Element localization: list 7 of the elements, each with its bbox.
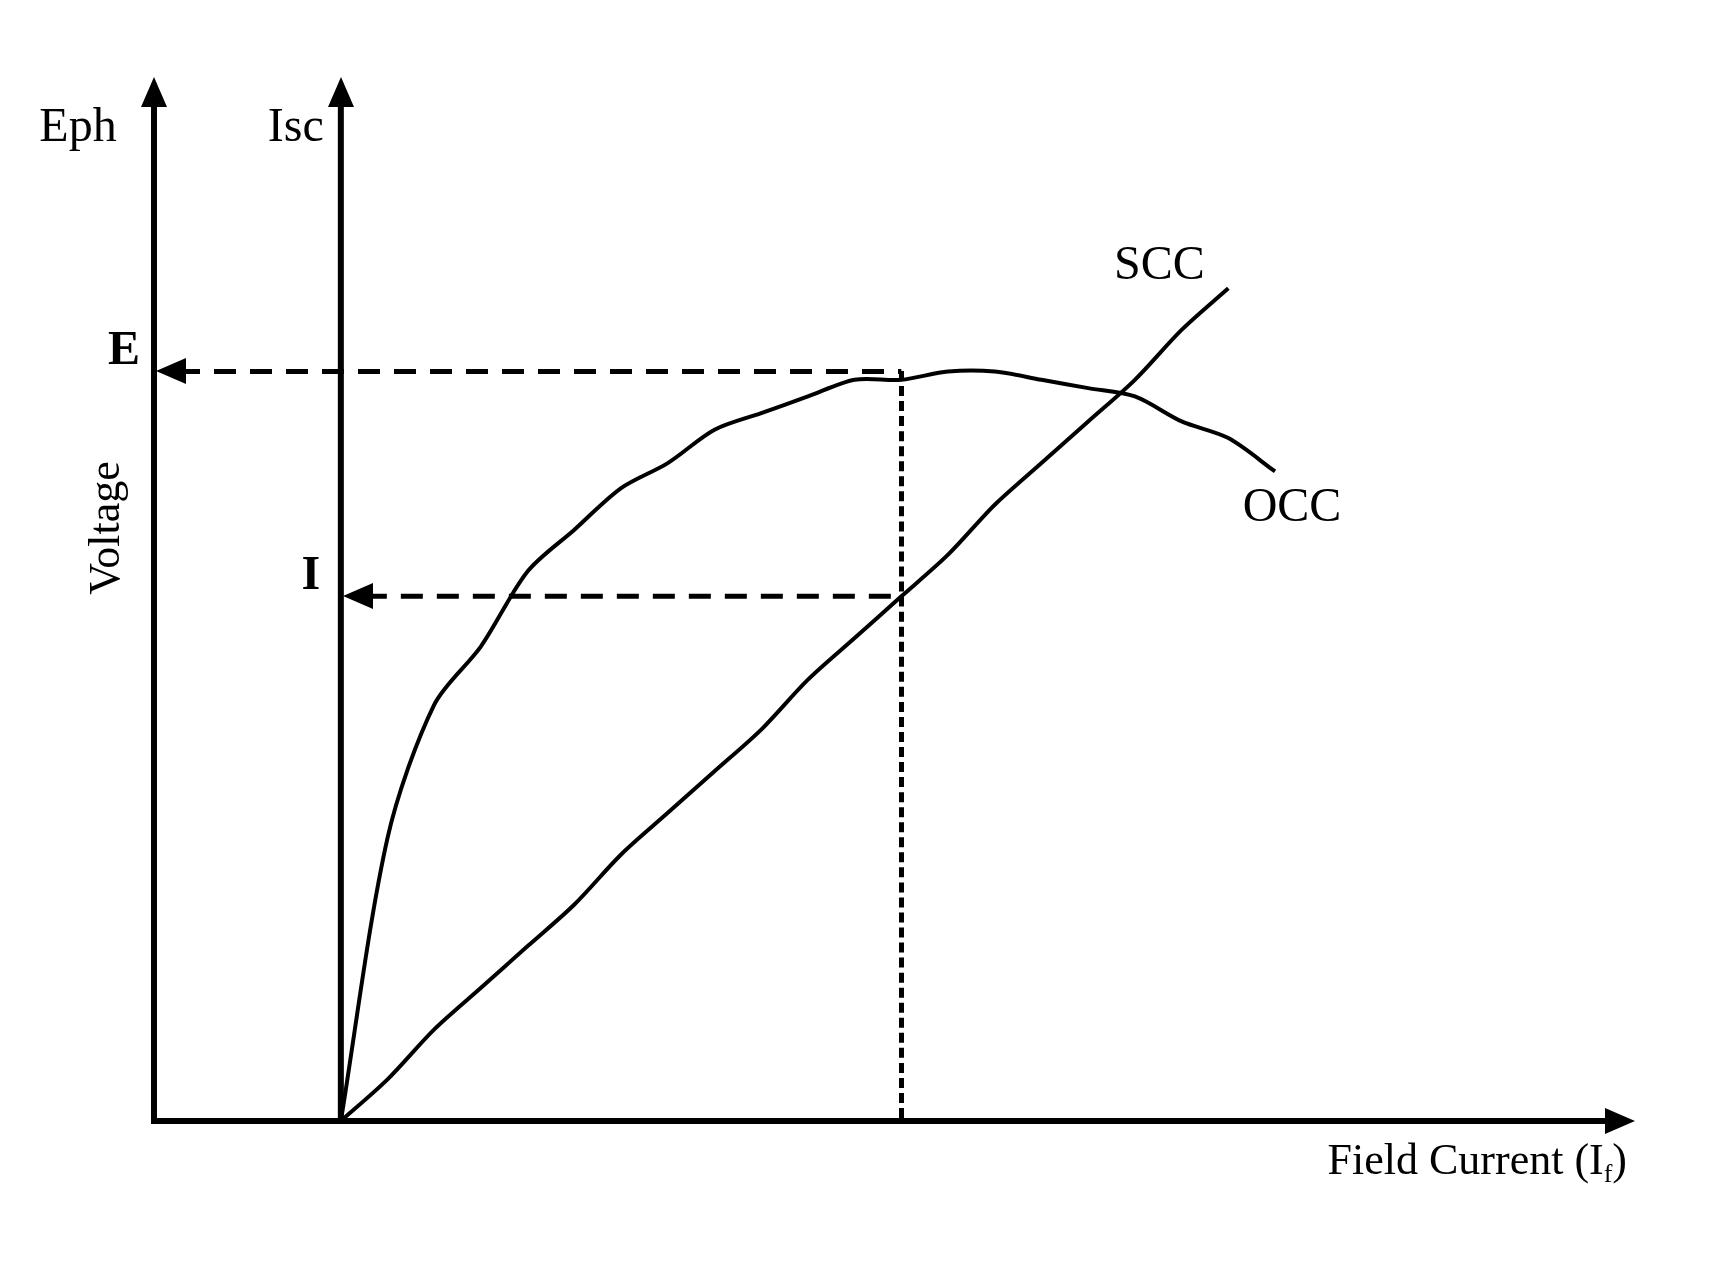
y-axis-title: Voltage xyxy=(79,461,129,595)
text: Eph xyxy=(39,97,117,151)
series-label: SCC xyxy=(1113,235,1205,289)
text: Isc xyxy=(267,97,324,151)
series-label: OCC xyxy=(1242,478,1342,532)
ref-line-label: I xyxy=(301,545,321,599)
ref-line-label: E xyxy=(107,320,141,374)
